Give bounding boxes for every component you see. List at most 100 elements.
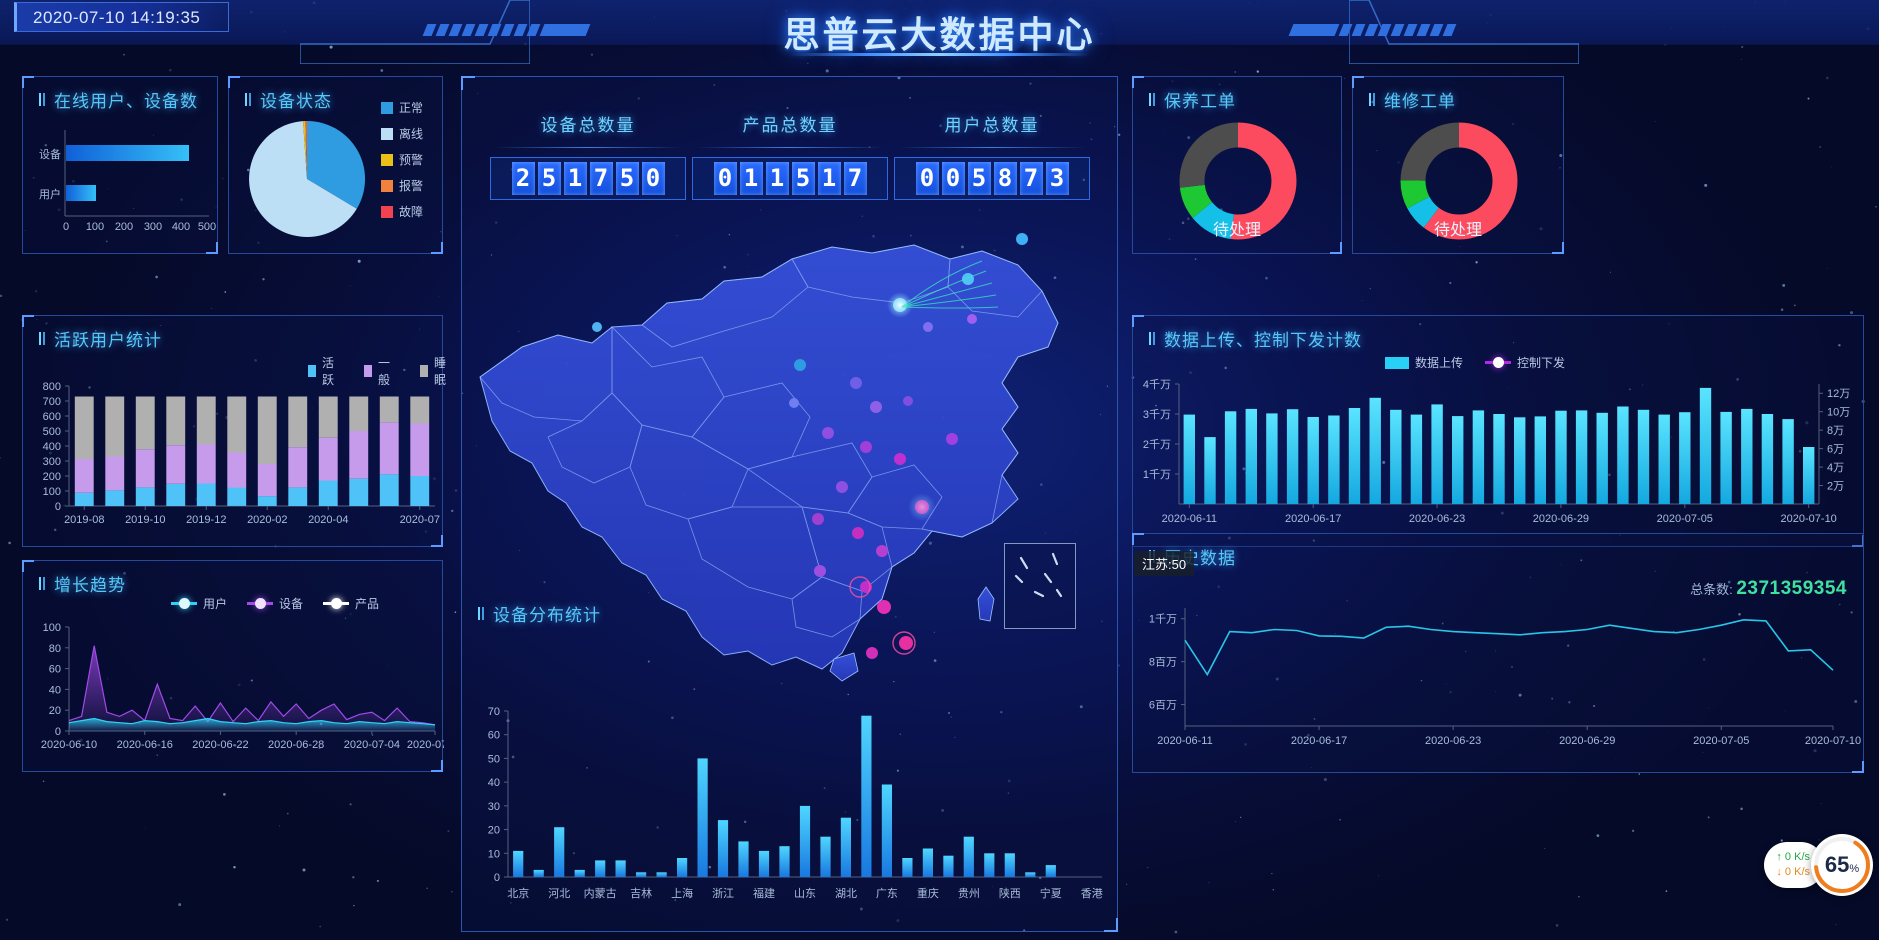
svg-text:400: 400 [172, 221, 190, 233]
kpi-digit: 0 [713, 162, 737, 195]
svg-text:2万: 2万 [1827, 481, 1844, 493]
svg-text:贵州: 贵州 [958, 887, 980, 900]
svg-text:2020-06-28: 2020-06-28 [268, 739, 324, 751]
svg-text:40: 40 [49, 684, 61, 696]
svg-text:福建: 福建 [753, 886, 775, 900]
kpi-digit: 5 [967, 162, 991, 195]
legend-item-general[interactable]: 一般 [364, 354, 394, 388]
svg-text:0: 0 [63, 221, 69, 233]
legend-item-sleep[interactable]: 睡眠 [420, 354, 450, 388]
svg-text:0: 0 [55, 501, 61, 513]
legend-item-normal[interactable]: 正常 [381, 99, 423, 116]
panel-title-active-users: 活跃用户统计 [39, 326, 162, 351]
svg-text:陕西: 陕西 [999, 886, 1021, 900]
donut-center-label: 待处理 [1433, 222, 1482, 239]
kpi-digit: 5 [791, 162, 815, 195]
panel-online-users-devices: 在线用户、设备数 设备 用户 0 100 200 300 400 500 [22, 76, 218, 254]
svg-text:300: 300 [144, 221, 162, 233]
svg-text:2020-02: 2020-02 [247, 514, 287, 526]
svg-text:200: 200 [43, 471, 61, 483]
kpi-digit: 0 [915, 162, 939, 195]
panel-title-text: 设备分布统计 [493, 606, 601, 625]
kpi-digit: 1 [817, 162, 841, 195]
legend-swatch-icon [381, 127, 393, 140]
svg-text:设备: 设备 [39, 147, 61, 161]
legend-label: 控制下发 [1517, 356, 1566, 370]
legend-swatch-icon [381, 101, 393, 114]
svg-text:100: 100 [43, 622, 61, 634]
svg-text:2020-06-11: 2020-06-11 [1162, 513, 1217, 525]
svg-text:1千万: 1千万 [1149, 613, 1177, 626]
network-percent-value: 65 [1824, 852, 1850, 877]
svg-text:50: 50 [488, 753, 500, 765]
kpi-digit: 7 [843, 162, 867, 195]
legend-line-icon [247, 598, 274, 609]
svg-text:浙江: 浙江 [712, 887, 734, 900]
legend-swatch-icon [420, 365, 429, 377]
legend-item-products[interactable]: 产品 [323, 595, 379, 612]
svg-text:2019-08: 2019-08 [64, 514, 104, 526]
svg-text:2020-07-10: 2020-07-10 [1781, 513, 1837, 525]
legend-item-upload[interactable]: 数据上传 [1385, 354, 1463, 371]
panel-title-online: 在线用户、设备数 [39, 87, 198, 112]
svg-text:8万: 8万 [1827, 425, 1844, 437]
donut-maintain-wrap: 待处理 [1133, 119, 1341, 254]
svg-text:20: 20 [49, 705, 61, 717]
legend-item-users[interactable]: 用户 [171, 595, 227, 612]
chart-maintain-donut[interactable] [1133, 119, 1343, 254]
svg-text:广东: 广东 [876, 887, 898, 900]
kpi-digit: 7 [589, 162, 613, 195]
svg-text:2020-07-05: 2020-07-05 [1657, 513, 1713, 525]
legend-label: 产品 [355, 597, 380, 611]
panel-title-text: 设备状态 [260, 92, 332, 111]
svg-text:2020-07-10: 2020-07-10 [1805, 735, 1861, 747]
chart-device-status-pie [249, 120, 366, 237]
legend-item-warning[interactable]: 预警 [381, 151, 423, 168]
svg-text:宁夏: 宁夏 [1040, 886, 1062, 900]
legend-active-users: 活跃 一般 睡眠 [308, 354, 450, 388]
svg-text:用户: 用户 [39, 187, 61, 201]
chart-repair-donut[interactable] [1353, 119, 1565, 254]
svg-text:湖北: 湖北 [835, 887, 857, 900]
network-upload-value: ↑ 0 K/s [1776, 851, 1810, 863]
svg-text:2020-06-29: 2020-06-29 [1533, 513, 1589, 525]
kpi-digit: 3 [1045, 162, 1069, 195]
legend-item-control[interactable]: 控制下发 [1485, 354, 1565, 371]
svg-text:4万: 4万 [1827, 462, 1844, 474]
title-mark-icon [39, 332, 47, 345]
legend-item-fault[interactable]: 故障 [381, 203, 423, 220]
panel-title-text: 增长趋势 [54, 576, 126, 595]
network-percent-gauge[interactable]: 65 % [1811, 834, 1873, 896]
svg-text:2020-06-11: 2020-06-11 [1157, 735, 1212, 747]
legend-item-offline[interactable]: 离线 [381, 125, 423, 142]
svg-text:2020-06-16: 2020-06-16 [117, 739, 173, 751]
legend-item-alarm[interactable]: 报警 [381, 177, 423, 194]
map-mini-inset[interactable] [1004, 543, 1076, 629]
legend-line-icon [171, 598, 197, 609]
china-map[interactable] [462, 207, 1119, 707]
page-title: 思普云大数据中心 [783, 14, 1096, 55]
kpi-digit: 8 [993, 162, 1017, 195]
legend-item-active[interactable]: 活跃 [308, 354, 338, 388]
panel-title-text: 数据上传、控制下发计数 [1164, 331, 1362, 350]
svg-text:2020-06-10: 2020-06-10 [41, 739, 97, 751]
svg-text:重庆: 重庆 [917, 886, 939, 900]
kpi-digit: 0 [941, 162, 965, 195]
panel-title-growth: 增长趋势 [39, 571, 126, 596]
svg-text:山东: 山东 [794, 887, 816, 900]
network-percent-suffix: % [1849, 863, 1860, 875]
svg-text:100: 100 [43, 486, 61, 498]
svg-text:3千万: 3千万 [1143, 408, 1171, 421]
legend-label: 设备 [279, 597, 304, 611]
legend-swatch-icon [381, 179, 393, 192]
legend-item-devices[interactable]: 设备 [247, 595, 303, 612]
kpi-rule [696, 147, 884, 148]
kpi-digit: 0 [641, 162, 665, 195]
chart-growth-trend: 0 20 40 60 80 100 2020-06-10 2020-06-16 2020-06-… [41, 622, 444, 751]
svg-text:0: 0 [55, 726, 61, 738]
svg-text:2019-12: 2019-12 [186, 514, 226, 526]
svg-text:400: 400 [43, 441, 61, 453]
svg-text:6万: 6万 [1827, 444, 1844, 456]
